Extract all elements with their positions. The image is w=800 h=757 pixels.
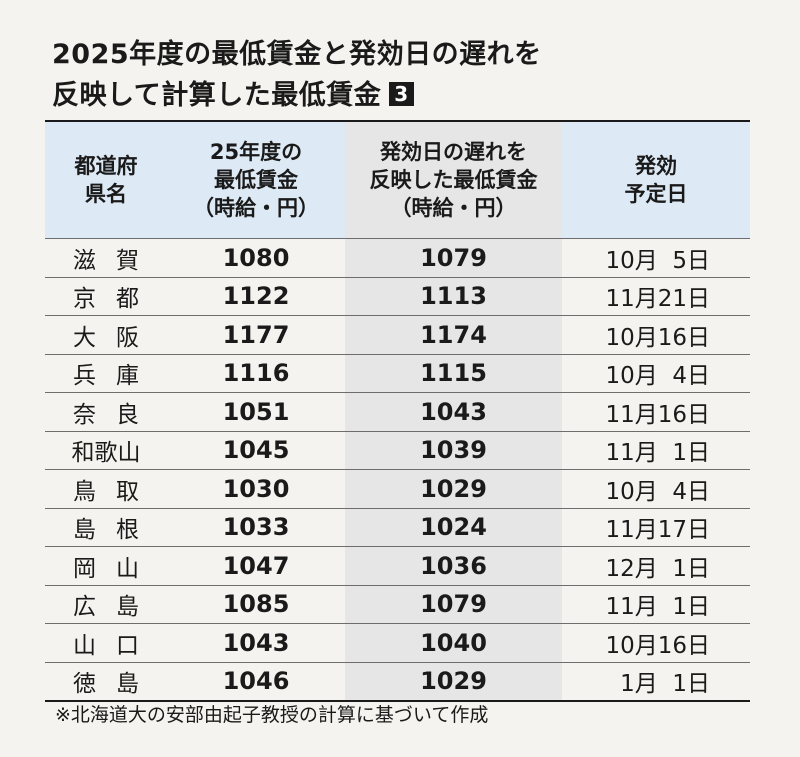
table-header: 都道府 県名 25年度の 最低賃金 （時給・円） 発効日の遅れを 反映した最低賃… <box>45 122 750 238</box>
effective-date-cell: 10月16日 <box>605 632 710 659</box>
effective-date-cell: 11月17日 <box>605 517 710 544</box>
table-row: 兵庫 1116 1115 10月 4日 <box>45 353 750 392</box>
wage-cell: 1116 <box>222 359 290 388</box>
figure-number-badge: 3 <box>389 82 414 106</box>
effective-date-cell: 11月 1日 <box>605 594 710 621</box>
effective-date-cell: 11月16日 <box>605 401 710 428</box>
footnote: ※北海道大の安部由起子教授の計算に基づいて作成 <box>55 704 489 726</box>
wage-cell: 1030 <box>222 474 290 503</box>
table-row: 山口 1043 1040 10月16日 <box>45 623 750 662</box>
minimum-wage-table: 都道府 県名 25年度の 最低賃金 （時給・円） 発効日の遅れを 反映した最低賃… <box>45 120 750 702</box>
header-effective-date: 発効 予定日 <box>562 122 750 238</box>
wage-cell: 1177 <box>222 320 290 349</box>
table-row: 広島 1085 1079 11月 1日 <box>45 584 750 623</box>
effective-date-cell: 10月 4日 <box>605 478 710 505</box>
adjusted-wage-cell: 1039 <box>345 431 562 469</box>
prefecture-cell: 島根 <box>73 517 159 544</box>
wage-cell: 1051 <box>222 397 290 426</box>
prefecture-cell: 鳥取 <box>73 478 159 505</box>
header-prefecture: 都道府 県名 <box>45 122 167 238</box>
wage-cell: 1046 <box>222 667 290 696</box>
wage-cell: 1085 <box>222 590 290 619</box>
title-line-2-text: 反映して計算した最低賃金 <box>52 80 382 111</box>
adjusted-wage-cell: 1029 <box>345 662 562 700</box>
prefecture-cell: 兵庫 <box>73 363 159 390</box>
adjusted-wage-cell: 1115 <box>345 354 562 392</box>
wage-cell: 1080 <box>222 243 290 272</box>
effective-date-cell: 10月16日 <box>605 324 710 351</box>
effective-date-cell: 12月 1日 <box>605 555 710 582</box>
prefecture-cell: 大阪 <box>73 324 159 351</box>
table-row: 鳥取 1030 1029 10月 4日 <box>45 469 750 508</box>
prefecture-cell: 山口 <box>73 632 159 659</box>
adjusted-wage-cell: 1079 <box>345 585 562 623</box>
table-row: 滋賀 1080 1079 10月 5日 <box>45 238 750 277</box>
effective-date-cell: 1月 1日 <box>620 671 710 698</box>
wage-cell: 1033 <box>222 513 290 542</box>
table-body: 滋賀 1080 1079 10月 5日京都 1122 1113 11月21日大阪 1177 11… <box>45 238 750 700</box>
wage-cell: 1047 <box>222 551 290 580</box>
title-line-2: 反映して計算した最低賃金 3 <box>52 75 542 116</box>
effective-date-cell: 11月 1日 <box>605 440 710 467</box>
effective-date-cell: 10月 4日 <box>605 363 710 390</box>
prefecture-cell: 滋賀 <box>73 247 159 274</box>
adjusted-wage-cell: 1113 <box>345 277 562 315</box>
table-row: 大阪 1177 1174 10月16日 <box>45 315 750 354</box>
prefecture-cell: 広島 <box>73 594 159 621</box>
table-row: 岡山 1047 1036 12月 1日 <box>45 546 750 585</box>
adjusted-wage-cell: 1024 <box>345 508 562 546</box>
effective-date-cell: 11月21日 <box>605 286 710 313</box>
table-row: 徳島 1046 1029 1月 1日 <box>45 661 750 700</box>
page-title: 2025年度の最低賃金と発効日の遅れを 反映して計算した最低賃金 3 <box>52 34 542 116</box>
table-row: 京都 1122 1113 11月21日 <box>45 276 750 315</box>
header-adjusted-wage: 発効日の遅れを 反映した最低賃金 （時給・円） <box>345 122 562 238</box>
adjusted-wage-cell: 1036 <box>345 547 562 585</box>
adjusted-wage-cell: 1079 <box>345 239 562 277</box>
adjusted-wage-cell: 1043 <box>345 393 562 431</box>
prefecture-cell: 徳島 <box>73 671 159 698</box>
table-row: 奈良 1051 1043 11月16日 <box>45 392 750 431</box>
effective-date-cell: 10月 5日 <box>605 247 710 274</box>
prefecture-cell: 和歌山 <box>71 440 141 467</box>
prefecture-cell: 奈良 <box>73 401 159 428</box>
prefecture-cell: 京都 <box>73 286 159 313</box>
prefecture-cell: 岡山 <box>73 555 159 582</box>
wage-cell: 1043 <box>222 628 290 657</box>
adjusted-wage-cell: 1174 <box>345 316 562 354</box>
table-row: 和歌山 1045 1039 11月 1日 <box>45 430 750 469</box>
adjusted-wage-cell: 1029 <box>345 470 562 508</box>
adjusted-wage-cell: 1040 <box>345 624 562 662</box>
table-row: 島根 1033 1024 11月17日 <box>45 507 750 546</box>
header-wage-2025: 25年度の 最低賃金 （時給・円） <box>167 122 345 238</box>
wage-cell: 1045 <box>222 436 290 465</box>
title-line-1: 2025年度の最低賃金と発効日の遅れを <box>52 39 542 70</box>
wage-cell: 1122 <box>222 282 290 311</box>
